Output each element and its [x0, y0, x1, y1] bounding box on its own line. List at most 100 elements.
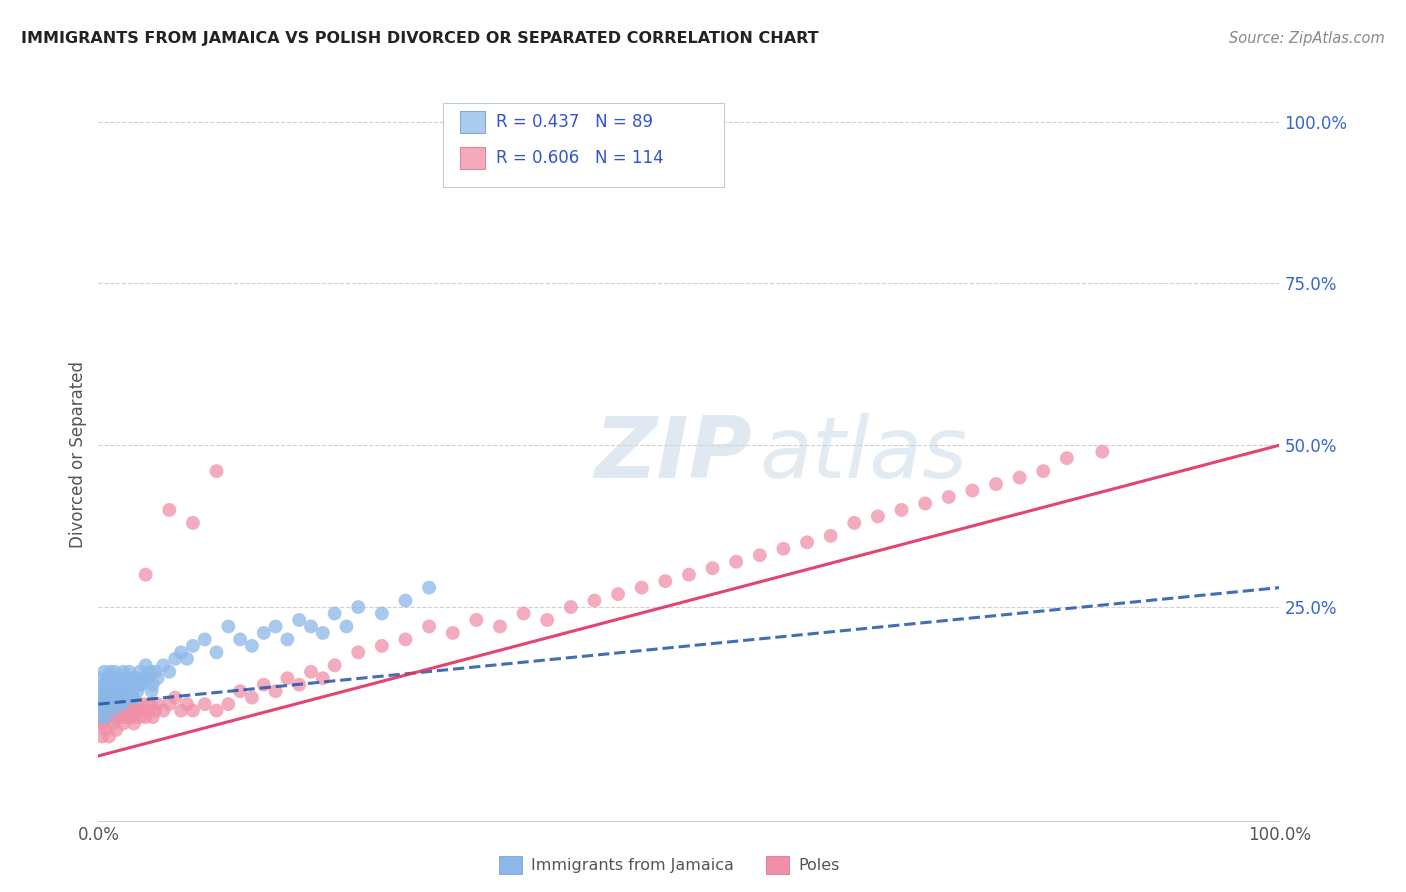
Point: [91, 690, 114, 705]
Point: [240, 639, 263, 653]
Point: [122, 716, 145, 731]
Point: [1056, 451, 1078, 466]
Point: [107, 697, 129, 711]
Point: [489, 619, 512, 633]
Point: [335, 619, 357, 633]
Point: [105, 704, 128, 718]
Point: [97, 690, 120, 705]
Point: [91, 671, 114, 685]
Point: [114, 671, 136, 685]
Point: [97, 697, 120, 711]
Point: [181, 639, 204, 653]
Point: [121, 690, 143, 705]
Point: [98, 697, 121, 711]
Point: [135, 710, 157, 724]
Point: [97, 710, 120, 724]
Point: [141, 684, 163, 698]
Point: [103, 690, 125, 705]
Point: [90, 704, 112, 718]
Point: [105, 690, 128, 705]
Point: [323, 658, 346, 673]
Point: [108, 710, 131, 724]
Point: [276, 671, 298, 685]
Point: [96, 678, 118, 692]
Point: [844, 516, 866, 530]
Point: [98, 678, 121, 692]
Point: [157, 697, 180, 711]
Point: [129, 704, 152, 718]
Text: R = 0.437   N = 89: R = 0.437 N = 89: [496, 113, 654, 131]
Point: [117, 678, 139, 692]
Point: [108, 671, 131, 685]
Point: [94, 710, 117, 724]
Point: [264, 619, 287, 633]
Point: [107, 690, 129, 705]
Point: [136, 704, 159, 718]
Point: [347, 600, 370, 615]
Point: [194, 632, 217, 647]
Text: IMMIGRANTS FROM JAMAICA VS POLISH DIVORCED OR SEPARATED CORRELATION CHART: IMMIGRANTS FROM JAMAICA VS POLISH DIVORC…: [21, 31, 818, 46]
Point: [110, 697, 132, 711]
Point: [135, 567, 157, 582]
Point: [101, 684, 124, 698]
Point: [288, 678, 311, 692]
Point: [914, 496, 936, 510]
Point: [176, 652, 198, 666]
Point: [91, 704, 114, 718]
Point: [560, 600, 582, 615]
Point: [299, 619, 322, 633]
Point: [654, 574, 676, 589]
Point: [217, 697, 239, 711]
Point: [132, 671, 155, 685]
Point: [181, 516, 204, 530]
Point: [90, 716, 112, 731]
Point: [111, 697, 134, 711]
Point: [120, 697, 142, 711]
Point: [101, 671, 124, 685]
Point: [394, 632, 416, 647]
Point: [115, 690, 138, 705]
Point: [205, 464, 228, 478]
Point: [112, 716, 135, 731]
Y-axis label: Divorced or Separated: Divorced or Separated: [69, 361, 87, 549]
Point: [94, 697, 117, 711]
Point: [91, 710, 114, 724]
Point: [176, 697, 198, 711]
Point: [371, 607, 394, 621]
Point: [100, 697, 122, 711]
Point: [299, 665, 322, 679]
Point: [157, 503, 180, 517]
Point: [1008, 470, 1031, 484]
Point: [93, 697, 115, 711]
Point: [96, 690, 118, 705]
Point: [115, 697, 138, 711]
Point: [97, 684, 120, 698]
Point: [1091, 444, 1114, 458]
Point: [146, 671, 169, 685]
Point: [128, 678, 150, 692]
Point: [962, 483, 984, 498]
Point: [132, 697, 155, 711]
Point: [117, 704, 139, 718]
Point: [103, 710, 125, 724]
Point: [96, 697, 118, 711]
Point: [91, 697, 114, 711]
Point: [136, 671, 159, 685]
Point: [98, 730, 121, 744]
Point: [253, 626, 276, 640]
Point: [312, 671, 335, 685]
Point: [630, 581, 652, 595]
Point: [112, 690, 135, 705]
Text: R = 0.606   N = 114: R = 0.606 N = 114: [496, 149, 664, 167]
Point: [146, 697, 169, 711]
Point: [312, 626, 335, 640]
Point: [938, 490, 960, 504]
Point: [98, 690, 121, 705]
Point: [264, 684, 287, 698]
Point: [135, 658, 157, 673]
Point: [139, 665, 162, 679]
Point: [105, 684, 128, 698]
Point: [253, 678, 276, 692]
Point: [101, 690, 124, 705]
Point: [127, 684, 149, 698]
